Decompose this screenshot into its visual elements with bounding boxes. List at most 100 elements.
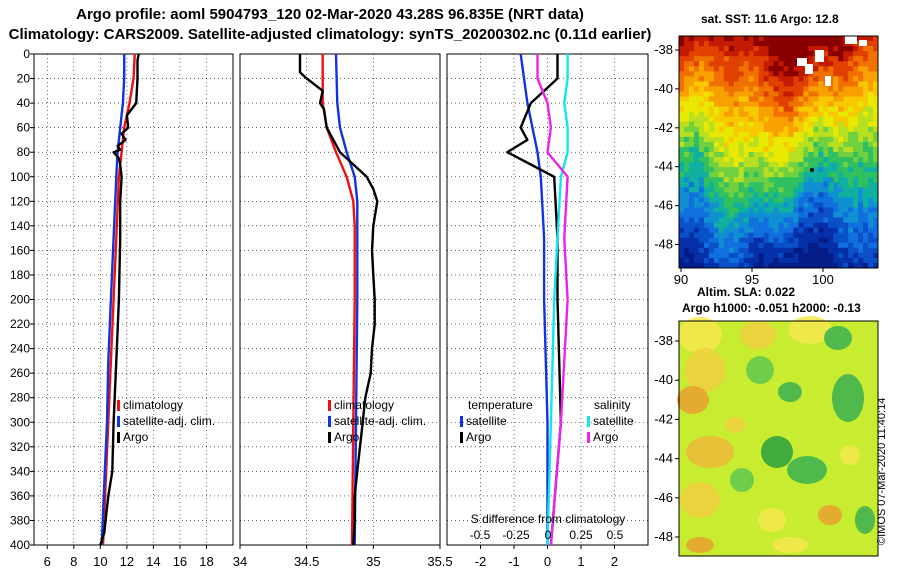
sst-cell bbox=[713, 81, 720, 87]
sst-cell bbox=[853, 237, 859, 244]
sst-cell bbox=[838, 252, 844, 259]
sst-cell bbox=[873, 136, 879, 143]
sst-cell bbox=[713, 106, 720, 113]
sst-cell bbox=[828, 187, 834, 193]
sst-cell bbox=[698, 172, 705, 178]
sst-cell bbox=[743, 81, 750, 87]
sst-cell bbox=[868, 106, 874, 113]
sst-cell bbox=[753, 237, 760, 244]
sst-cell bbox=[813, 217, 819, 224]
sst-cell bbox=[679, 46, 685, 52]
sst-cell bbox=[813, 141, 819, 148]
sst-cell bbox=[763, 121, 769, 128]
sst-cell bbox=[798, 227, 804, 234]
sst-cell bbox=[843, 106, 849, 113]
sst-cell bbox=[818, 106, 824, 113]
sst-cell bbox=[773, 227, 779, 234]
sst-cell bbox=[723, 202, 730, 208]
sst-cell bbox=[873, 242, 879, 249]
sst-cell bbox=[798, 96, 804, 102]
sst-cell bbox=[798, 76, 804, 82]
sst-cell bbox=[718, 252, 725, 259]
sst-cell bbox=[723, 152, 730, 158]
sst-cell bbox=[848, 116, 854, 123]
sst-cell bbox=[713, 121, 720, 128]
sst-cell bbox=[848, 96, 854, 102]
sst-cell bbox=[833, 207, 839, 213]
sst-cell bbox=[848, 262, 854, 269]
sst-cell bbox=[698, 217, 705, 224]
sst-cell bbox=[718, 152, 725, 158]
sst-cell bbox=[838, 182, 844, 188]
sst-cell bbox=[679, 192, 685, 198]
sst-cell bbox=[858, 51, 864, 57]
sst-cell bbox=[843, 232, 849, 239]
sst-cell bbox=[858, 91, 864, 97]
sst-cell bbox=[803, 167, 809, 173]
sst-cell bbox=[788, 66, 794, 72]
sst-cell bbox=[748, 242, 755, 249]
sst-cell bbox=[823, 212, 829, 218]
sst-cell bbox=[758, 146, 764, 153]
sst-cell bbox=[698, 167, 705, 173]
depth-tick-label: 80 bbox=[17, 145, 31, 159]
sst-cell bbox=[833, 136, 839, 143]
sst-cell bbox=[808, 71, 814, 77]
sst-cell bbox=[813, 192, 819, 198]
sst-cell bbox=[683, 212, 690, 218]
sst-cell bbox=[758, 162, 764, 168]
sst-cell bbox=[808, 56, 814, 62]
sst-cell bbox=[773, 212, 779, 218]
sst-cell bbox=[763, 182, 769, 188]
sst-cell bbox=[868, 141, 874, 148]
sst-cell bbox=[793, 157, 799, 163]
sst-cell bbox=[793, 46, 799, 52]
sst-cell bbox=[768, 86, 774, 92]
sst-cell bbox=[808, 136, 814, 143]
sst-cell bbox=[808, 187, 814, 193]
series-line-climatology bbox=[101, 53, 136, 546]
sla-anomaly-blob bbox=[678, 317, 722, 353]
sst-cell bbox=[713, 167, 720, 173]
sst-cell bbox=[733, 81, 740, 87]
sst-cell bbox=[813, 207, 819, 213]
depth-tick-label: 0 bbox=[23, 47, 30, 61]
sst-cell bbox=[778, 182, 784, 188]
sst-cell bbox=[753, 101, 760, 108]
depth-tick-label: 380 bbox=[10, 513, 30, 527]
sst-cell bbox=[683, 56, 690, 62]
sst-cell bbox=[728, 121, 735, 128]
sst-cell bbox=[863, 141, 869, 148]
sst-cell bbox=[738, 247, 745, 254]
sst-cell bbox=[723, 192, 730, 198]
sst-cell bbox=[788, 197, 794, 203]
sst-lat-label: -42 bbox=[654, 120, 673, 135]
sst-cell bbox=[758, 197, 764, 203]
sst-cell bbox=[773, 81, 779, 87]
legend-label: climatology bbox=[123, 398, 183, 412]
sst-cell bbox=[683, 217, 690, 224]
sst-cell bbox=[703, 96, 710, 102]
sst-cell bbox=[783, 111, 789, 118]
sst-cell bbox=[688, 81, 695, 87]
sst-cell bbox=[698, 202, 705, 208]
sst-cell bbox=[773, 197, 779, 203]
sst-cell bbox=[748, 262, 755, 269]
sst-cell bbox=[768, 66, 774, 72]
sst-cell bbox=[823, 182, 829, 188]
sst-cell bbox=[868, 222, 874, 229]
sst-cell bbox=[833, 76, 839, 82]
sla-lat-label: -38 bbox=[654, 333, 673, 348]
sst-cell bbox=[723, 131, 730, 138]
sst-cell bbox=[828, 61, 834, 67]
sst-cell bbox=[723, 91, 730, 97]
sst-cell bbox=[683, 96, 690, 102]
sst-cell bbox=[853, 96, 859, 102]
sst-cell bbox=[748, 106, 755, 113]
sst-cell bbox=[698, 76, 705, 82]
sst-cell bbox=[833, 111, 839, 118]
sst-cell bbox=[848, 66, 854, 72]
sst-cell bbox=[808, 36, 814, 42]
sst-cell bbox=[783, 177, 789, 183]
sst-cell bbox=[703, 116, 710, 123]
